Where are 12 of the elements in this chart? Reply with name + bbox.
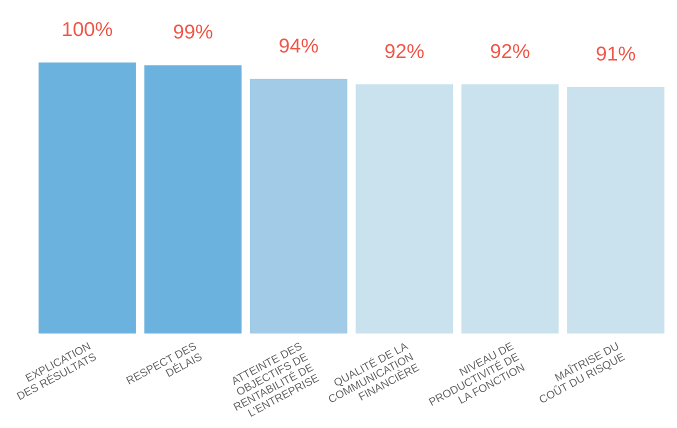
data-label: 100% (62, 19, 114, 41)
data-label: 92% (384, 40, 425, 63)
data-label: 91% (596, 43, 636, 66)
bar (249, 78, 348, 334)
data-label: 94% (278, 35, 319, 58)
bar (566, 86, 666, 334)
bar (354, 83, 454, 334)
bar (460, 83, 560, 334)
bar (38, 62, 137, 334)
data-label: 92% (490, 40, 530, 63)
data-label: 99% (172, 22, 214, 44)
bar (143, 64, 243, 334)
